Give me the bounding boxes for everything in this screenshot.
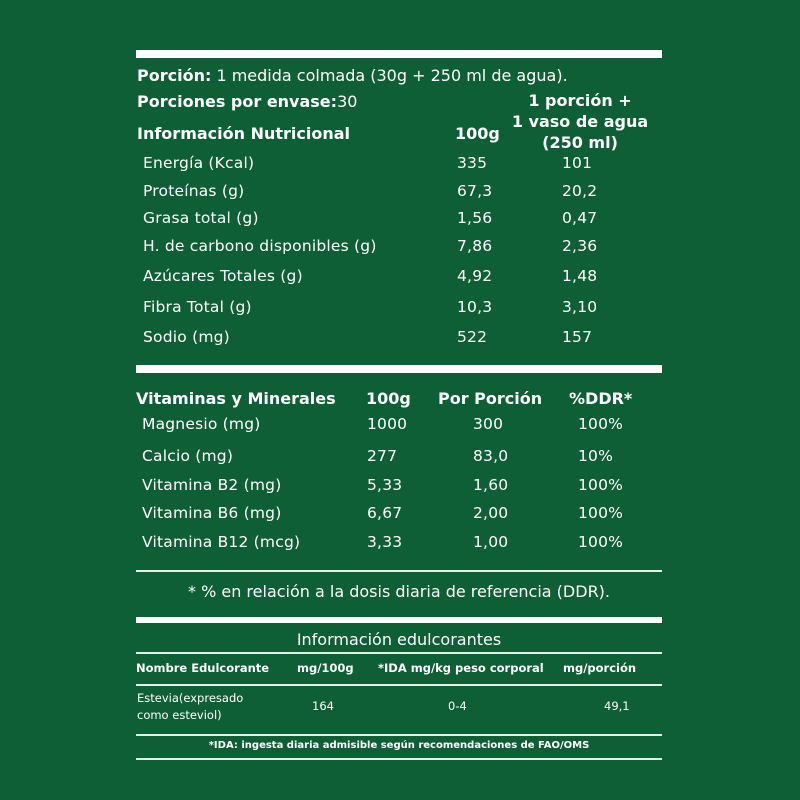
nutrition-row-portion: 2,36: [562, 237, 598, 255]
vitamin-row-100g: 3,33: [367, 533, 403, 551]
vitamin-row-portion: 2,00: [473, 504, 509, 522]
vitamin-row-ddr: 100%: [578, 476, 624, 494]
top-divider: [136, 50, 662, 58]
portion-label: Porción:: [137, 66, 212, 85]
sweet-row-100g: 164: [312, 699, 334, 713]
nutrition-row-label: Proteínas (g): [143, 182, 245, 200]
nutrition-row-label: Fibra Total (g): [143, 298, 252, 316]
vitamin-row-ddr: 100%: [578, 504, 624, 522]
nutrition-row-portion: 3,10: [562, 298, 598, 316]
nutrition-row-label: Azúcares Totales (g): [143, 267, 303, 285]
sweeteners-row-bottom-line: [136, 734, 662, 736]
vitamin-row-100g: 277: [367, 447, 398, 465]
sweeteners-title: Información edulcorantes: [296, 630, 502, 649]
portion-value: 1 medida colmada (30g + 250 ml de agua).: [211, 66, 568, 85]
ddr-footnote: * % en relación a la dosis diaria de ref…: [187, 582, 611, 601]
nutrition-row-100g: 7,86: [457, 237, 493, 255]
nutrition-row-100g: 522: [457, 328, 488, 346]
nutrition-row-label: Energía (Kcal): [143, 154, 255, 172]
nutrition-col-100g: 100g: [455, 124, 500, 143]
nutrition-row-portion: 1,48: [562, 267, 598, 285]
vitamin-row-label: Vitamina B12 (mcg): [142, 533, 301, 551]
ida-footnote: *IDA: ingesta diaria admisible según rec…: [208, 740, 590, 751]
servings-line: Porciones por envase:30: [137, 92, 357, 111]
vitamins-col-ddr: %DDR*: [569, 389, 633, 408]
nutrition-row-portion: 101: [562, 154, 593, 172]
vitamin-row-label: Vitamina B2 (mg): [142, 476, 282, 494]
nutrition-title: Información Nutricional: [137, 124, 351, 143]
sweeteners-header-bottom-line: [136, 684, 662, 686]
servings-label: Porciones por envase:: [137, 92, 338, 111]
sweeteners-bottom-line: [136, 758, 662, 760]
nutrition-row-100g: 4,92: [457, 267, 493, 285]
nutrition-row-portion: 157: [562, 328, 593, 346]
col-portion-line3: (250 ml): [542, 133, 618, 152]
vitamins-title: Vitaminas y Minerales: [136, 389, 336, 408]
vitamin-row-ddr: 10%: [578, 447, 614, 465]
nutrition-row-portion: 0,47: [562, 209, 598, 227]
nutrition-divider: [136, 365, 662, 373]
col-portion-line2: 1 vaso de agua: [511, 112, 649, 131]
sweet-col-name: Nombre Edulcorante: [136, 661, 270, 675]
vitamin-row-portion: 1,00: [473, 533, 509, 551]
nutrition-row-label: Grasa total (g): [143, 209, 259, 227]
vitamins-col-100g: 100g: [366, 389, 411, 408]
vitamins-bottom-line: [136, 570, 662, 572]
vitamin-row-100g: 1000: [367, 415, 408, 433]
sweet-name-line1: Estevia(expresado: [137, 691, 244, 705]
nutrition-row-100g: 10,3: [457, 298, 493, 316]
nutrition-row-label: H. de carbono disponibles (g): [143, 237, 377, 255]
sweeteners-header-top-line: [136, 652, 662, 654]
sweet-col-portion: mg/porción: [563, 661, 637, 675]
col-portion-line1: 1 porción +: [528, 91, 632, 110]
nutrition-row-100g: 1,56: [457, 209, 493, 227]
nutrition-row-label: Sodio (mg): [143, 328, 230, 346]
vitamin-row-portion: 1,60: [473, 476, 509, 494]
vitamin-row-portion: 83,0: [473, 447, 509, 465]
portion-line: Porción: 1 medida colmada (30g + 250 ml …: [137, 66, 568, 85]
vitamins-col-portion: Por Porción: [438, 389, 543, 408]
vitamin-row-100g: 6,67: [367, 504, 403, 522]
vitamin-row-ddr: 100%: [578, 415, 624, 433]
vitamin-row-label: Calcio (mg): [142, 447, 234, 465]
sweet-row-portion: 49,1: [604, 699, 630, 713]
vitamin-row-label: Magnesio (mg): [142, 415, 261, 433]
vitamin-row-label: Vitamina B6 (mg): [142, 504, 282, 522]
nutrition-row-100g: 67,3: [457, 182, 493, 200]
sweet-row-name: Estevia(expresado como esteviol): [137, 690, 243, 724]
sweet-col-100g: mg/100g: [297, 661, 354, 675]
vitamin-row-portion: 300: [473, 415, 504, 433]
vitamin-row-ddr: 100%: [578, 533, 624, 551]
sweeteners-divider: [136, 617, 662, 623]
nutrition-row-100g: 335: [457, 154, 488, 172]
sweet-row-ida: 0-4: [448, 699, 467, 713]
nutrition-col-portion: 1 porción + 1 vaso de agua (250 ml): [505, 90, 655, 153]
vitamin-row-100g: 5,33: [367, 476, 403, 494]
sweet-col-ida: *IDA mg/kg peso corporal: [378, 661, 544, 675]
sweet-name-line2: como esteviol): [137, 708, 222, 722]
nutrition-row-portion: 20,2: [562, 182, 598, 200]
servings-value: 30: [337, 92, 358, 111]
